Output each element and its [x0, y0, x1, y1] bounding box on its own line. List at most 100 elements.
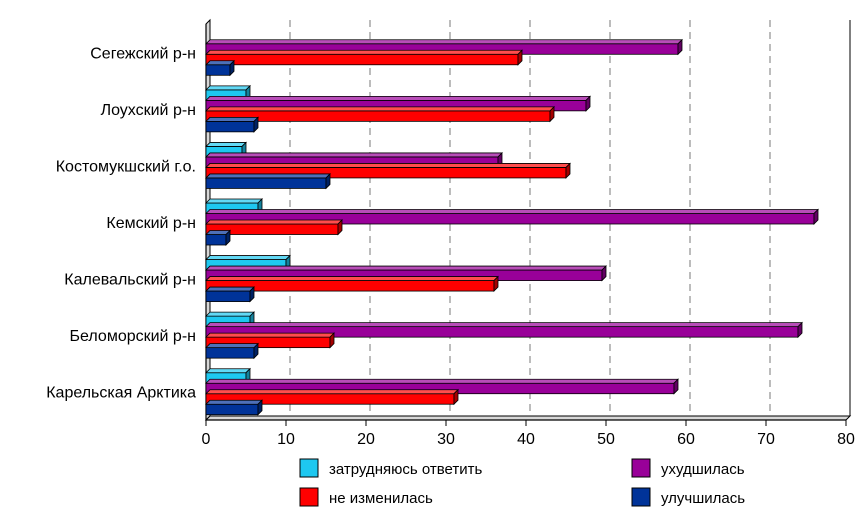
legend: затрудняюсь ответить ухудшилась не изменил… [299, 458, 745, 507]
bar-front [205, 64, 231, 76]
bar [205, 342, 259, 360]
bar-top [205, 378, 679, 384]
legend-label: затрудняюсь ответить [329, 461, 482, 478]
bar-top [205, 322, 803, 328]
x-tick-label: 50 [597, 431, 615, 448]
category-label: Беломорский р-н [70, 328, 196, 345]
x-tick-label: 70 [757, 431, 775, 448]
category-labels: Сегежский р-н Лоухский р-н Костомукшский г… [46, 45, 196, 401]
bar [205, 208, 819, 225]
bar-side [549, 105, 555, 123]
bar [205, 378, 679, 395]
bar [205, 49, 523, 66]
bar-top [205, 85, 251, 91]
bar-top [205, 60, 235, 66]
bar-side [677, 38, 683, 56]
bar-side [493, 275, 499, 293]
bar [205, 275, 499, 293]
bar [205, 162, 571, 179]
legend-swatch [299, 487, 319, 507]
x-tick-label: 0 [202, 431, 211, 448]
bar [205, 265, 607, 282]
bar [205, 38, 683, 56]
bar-side [813, 208, 819, 225]
bar-top [205, 95, 591, 101]
bar-top [205, 152, 503, 158]
bar-side [797, 321, 803, 339]
bar-side [225, 229, 231, 246]
x-axis-ticks: 0 10 20 30 40 50 60 70 80 [202, 420, 855, 448]
bar [205, 286, 255, 303]
legend-swatch [631, 458, 651, 478]
legend-label: не изменилась [329, 490, 433, 507]
bar [205, 219, 343, 236]
category-label: Калевальский р-н [64, 272, 196, 289]
bar-side [673, 378, 679, 395]
bar [205, 321, 803, 339]
bar-front [205, 347, 255, 359]
category-label: Костомукшский г.о. [56, 158, 196, 175]
bars [205, 38, 819, 416]
category-label: Лоухский р-н [101, 102, 196, 119]
bar-top [205, 142, 247, 147]
legend-label: улучшилась [661, 490, 745, 507]
bar-top [205, 343, 259, 349]
bar-top [205, 198, 263, 204]
bar-top [205, 39, 683, 45]
bar-front [205, 290, 251, 302]
bar-front [205, 120, 255, 133]
bar-top [205, 49, 523, 55]
bar [205, 172, 331, 190]
bar-side [517, 49, 523, 66]
bar [205, 95, 591, 112]
category-label: Кемский р-н [106, 215, 196, 232]
bar-side [329, 332, 335, 349]
bar [205, 59, 235, 77]
bar-top [205, 332, 335, 338]
bar-side [601, 265, 607, 282]
x-tick-label: 40 [517, 431, 535, 448]
legend-swatch [631, 487, 651, 507]
bar-top [205, 276, 499, 281]
bar-side [229, 59, 235, 77]
bar [205, 332, 335, 349]
bar-top [205, 311, 255, 317]
x-tick-label: 20 [357, 431, 375, 448]
category-label: Карельская Арктика [46, 385, 196, 402]
bar [205, 116, 259, 133]
bar-top [205, 116, 259, 122]
category-label: Сегежский р-н [90, 45, 196, 62]
x-tick-label: 10 [277, 431, 295, 448]
bar-top [205, 286, 255, 292]
bar-top [205, 389, 459, 395]
bar-top [205, 399, 263, 405]
bar-front [205, 177, 327, 189]
legend-label: ухудшилась [661, 461, 745, 478]
bar-top [205, 173, 331, 179]
bar-top [205, 265, 607, 271]
bar-front [205, 234, 227, 246]
legend-item: улучшилась [631, 487, 745, 507]
bar-front [205, 53, 519, 66]
bar-front [205, 403, 259, 416]
bar-side [565, 162, 571, 179]
bar-top [205, 368, 251, 374]
bar [205, 141, 247, 158]
bar-side [249, 286, 255, 303]
bar-side [253, 116, 259, 133]
bar-top [205, 209, 819, 214]
bar-side [453, 388, 459, 406]
legend-item: затрудняюсь ответить [299, 458, 482, 478]
bar [205, 388, 459, 406]
bar-side [585, 95, 591, 112]
legend-swatch [299, 458, 319, 478]
bar-top [205, 163, 571, 168]
bar-top [205, 106, 555, 112]
bar-side [337, 219, 343, 236]
bar-side [257, 399, 263, 416]
x-tick-label: 30 [437, 431, 455, 448]
legend-item: ухудшилась [631, 458, 745, 478]
bar-top [205, 219, 343, 225]
bar-side [325, 172, 331, 190]
